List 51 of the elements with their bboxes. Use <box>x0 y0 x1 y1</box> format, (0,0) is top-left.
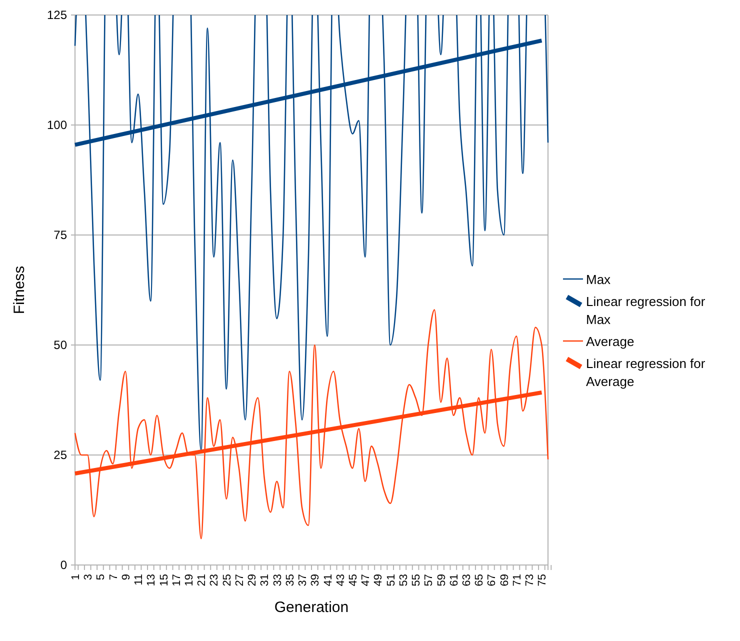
x-tick-label: 67 <box>486 574 498 586</box>
x-tick-label: 41 <box>322 574 334 586</box>
y-axis-title: Fitness <box>11 266 28 314</box>
x-tick-label: 29 <box>246 574 259 586</box>
x-tick-label: 55 <box>410 574 423 586</box>
x-tick-label: 47 <box>360 574 372 586</box>
x-tick-label: 73 <box>524 574 536 586</box>
x-tick-label: 61 <box>448 574 460 586</box>
x-tick-label: 43 <box>334 574 347 586</box>
legend-label: Linear regression for Max <box>586 294 706 327</box>
x-tick-label: 57 <box>423 574 436 586</box>
legend-label: Average <box>586 334 634 349</box>
x-tick-label: 15 <box>158 574 170 586</box>
x-tick-label: 7 <box>108 574 120 580</box>
legend-label: Linear regression for Average <box>586 356 706 389</box>
x-tick-label: 69 <box>498 574 511 586</box>
y-tick-label: 0 <box>60 558 68 572</box>
x-tick-label: 65 <box>474 574 486 586</box>
y-tick-label: 125 <box>46 8 68 22</box>
x-tick-label: 5 <box>95 574 108 580</box>
x-tick-label: 27 <box>234 574 246 586</box>
x-tick-label: 17 <box>170 574 183 586</box>
x-tick-label: 11 <box>133 574 146 586</box>
x-tick-label: 59 <box>436 574 448 586</box>
x-tick-label: 45 <box>347 574 360 586</box>
x-tick-label: 9 <box>120 574 132 580</box>
x-tick-label: 53 <box>398 574 410 586</box>
x-tick-label: 71 <box>511 574 524 586</box>
x-tick-label: 1 <box>70 574 82 580</box>
legend-label: Max <box>586 272 612 287</box>
x-tick-label: 51 <box>385 574 398 586</box>
y-tick-label: 75 <box>54 228 68 242</box>
x-tick-label: 25 <box>221 574 234 586</box>
y-tick-label: 50 <box>54 338 68 352</box>
y-tick-label: 100 <box>46 118 68 132</box>
x-tick-label: 13 <box>146 574 158 586</box>
x-tick-label: 49 <box>372 574 385 586</box>
x-tick-label: 3 <box>82 574 95 580</box>
x-tick-label: 35 <box>284 574 296 586</box>
x-tick-label: 23 <box>208 574 221 586</box>
y-tick-label: 25 <box>54 448 68 462</box>
x-tick-label: 39 <box>310 574 322 586</box>
line-series <box>74 309 549 540</box>
x-tick-label: 21 <box>196 574 208 586</box>
x-tick-label: 37 <box>297 574 310 586</box>
x-tick-label: 33 <box>272 574 284 586</box>
x-tick-label: 31 <box>259 574 272 586</box>
x-axis-title: Generation <box>274 599 349 616</box>
x-tick-label: 75 <box>536 574 549 586</box>
x-tick-label: 63 <box>461 574 474 586</box>
x-tick-label: 19 <box>184 574 196 586</box>
